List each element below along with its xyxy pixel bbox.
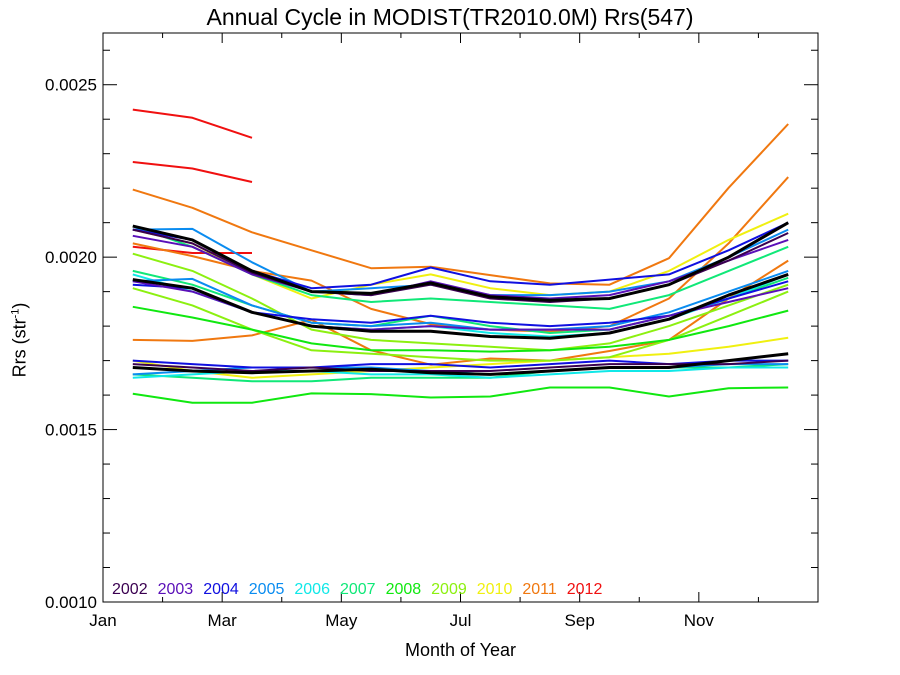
- series-line: [132, 386, 789, 404]
- plot-frame: [102, 32, 819, 603]
- y-tick-label: 0.0025: [45, 76, 97, 95]
- y-tick-label: 0.0015: [45, 421, 97, 440]
- legend-entry: 2003: [157, 581, 194, 598]
- series-line: [132, 305, 789, 353]
- x-tick-label: Nov: [684, 611, 715, 630]
- legend-entry: 2006: [294, 581, 330, 598]
- series-line: [132, 287, 789, 362]
- x-tick-label: Sep: [565, 611, 595, 630]
- y-axis-label: Rrs (str-1): [10, 303, 31, 378]
- chart-title: Annual Cycle in MODIST(TR2010.0M) Rrs(54…: [206, 4, 694, 30]
- series-line-mean: [132, 272, 789, 340]
- data-lines: [132, 108, 789, 404]
- legend: 2002 2003 2004 2005 2006 2007 2008 2009 2010 2011…: [112, 581, 612, 599]
- series-line: [132, 161, 253, 183]
- x-tick-label: Jan: [89, 611, 116, 630]
- y-axis-label-main: Rrs (str: [9, 318, 30, 378]
- x-axis-label: Month of Year: [404, 640, 517, 660]
- series-line: [132, 252, 789, 352]
- series-line: [132, 259, 789, 366]
- x-tick-label: Jul: [450, 611, 472, 630]
- x-tick-label: Mar: [208, 611, 238, 630]
- y-tick-label: 0.0010: [45, 593, 97, 612]
- series-line: [132, 234, 789, 300]
- legend-entry: 2008: [385, 581, 422, 598]
- series-line: [132, 123, 789, 286]
- legend-entry: 2012: [566, 581, 603, 598]
- series-line: [132, 269, 789, 331]
- legend-entry: 2009: [431, 581, 467, 598]
- y-axis-label-end: ): [9, 302, 30, 309]
- series-line: [132, 359, 789, 372]
- series-line: [132, 108, 253, 139]
- legend-entry: 2011: [522, 581, 557, 598]
- legend-entry: 2005: [248, 581, 285, 598]
- legend-entry: 2007: [339, 581, 376, 598]
- legend-entry: 2004: [203, 581, 239, 598]
- series-line-mean: [132, 352, 789, 376]
- legend-entry: 2010: [476, 581, 513, 598]
- series-line: [132, 245, 252, 254]
- y-tick-label: 0.0020: [45, 248, 97, 267]
- series-line-mean: [132, 221, 789, 302]
- legend-entry: 2002: [112, 581, 148, 598]
- y-axis-label-superscript: -1: [9, 308, 22, 319]
- series-line: [132, 176, 789, 333]
- x-tick-label: May: [325, 611, 358, 630]
- axis-ticks: Jan Mar May Jul Sep Nov 0.0010 0.0015 0.0020 0.00…: [45, 33, 818, 630]
